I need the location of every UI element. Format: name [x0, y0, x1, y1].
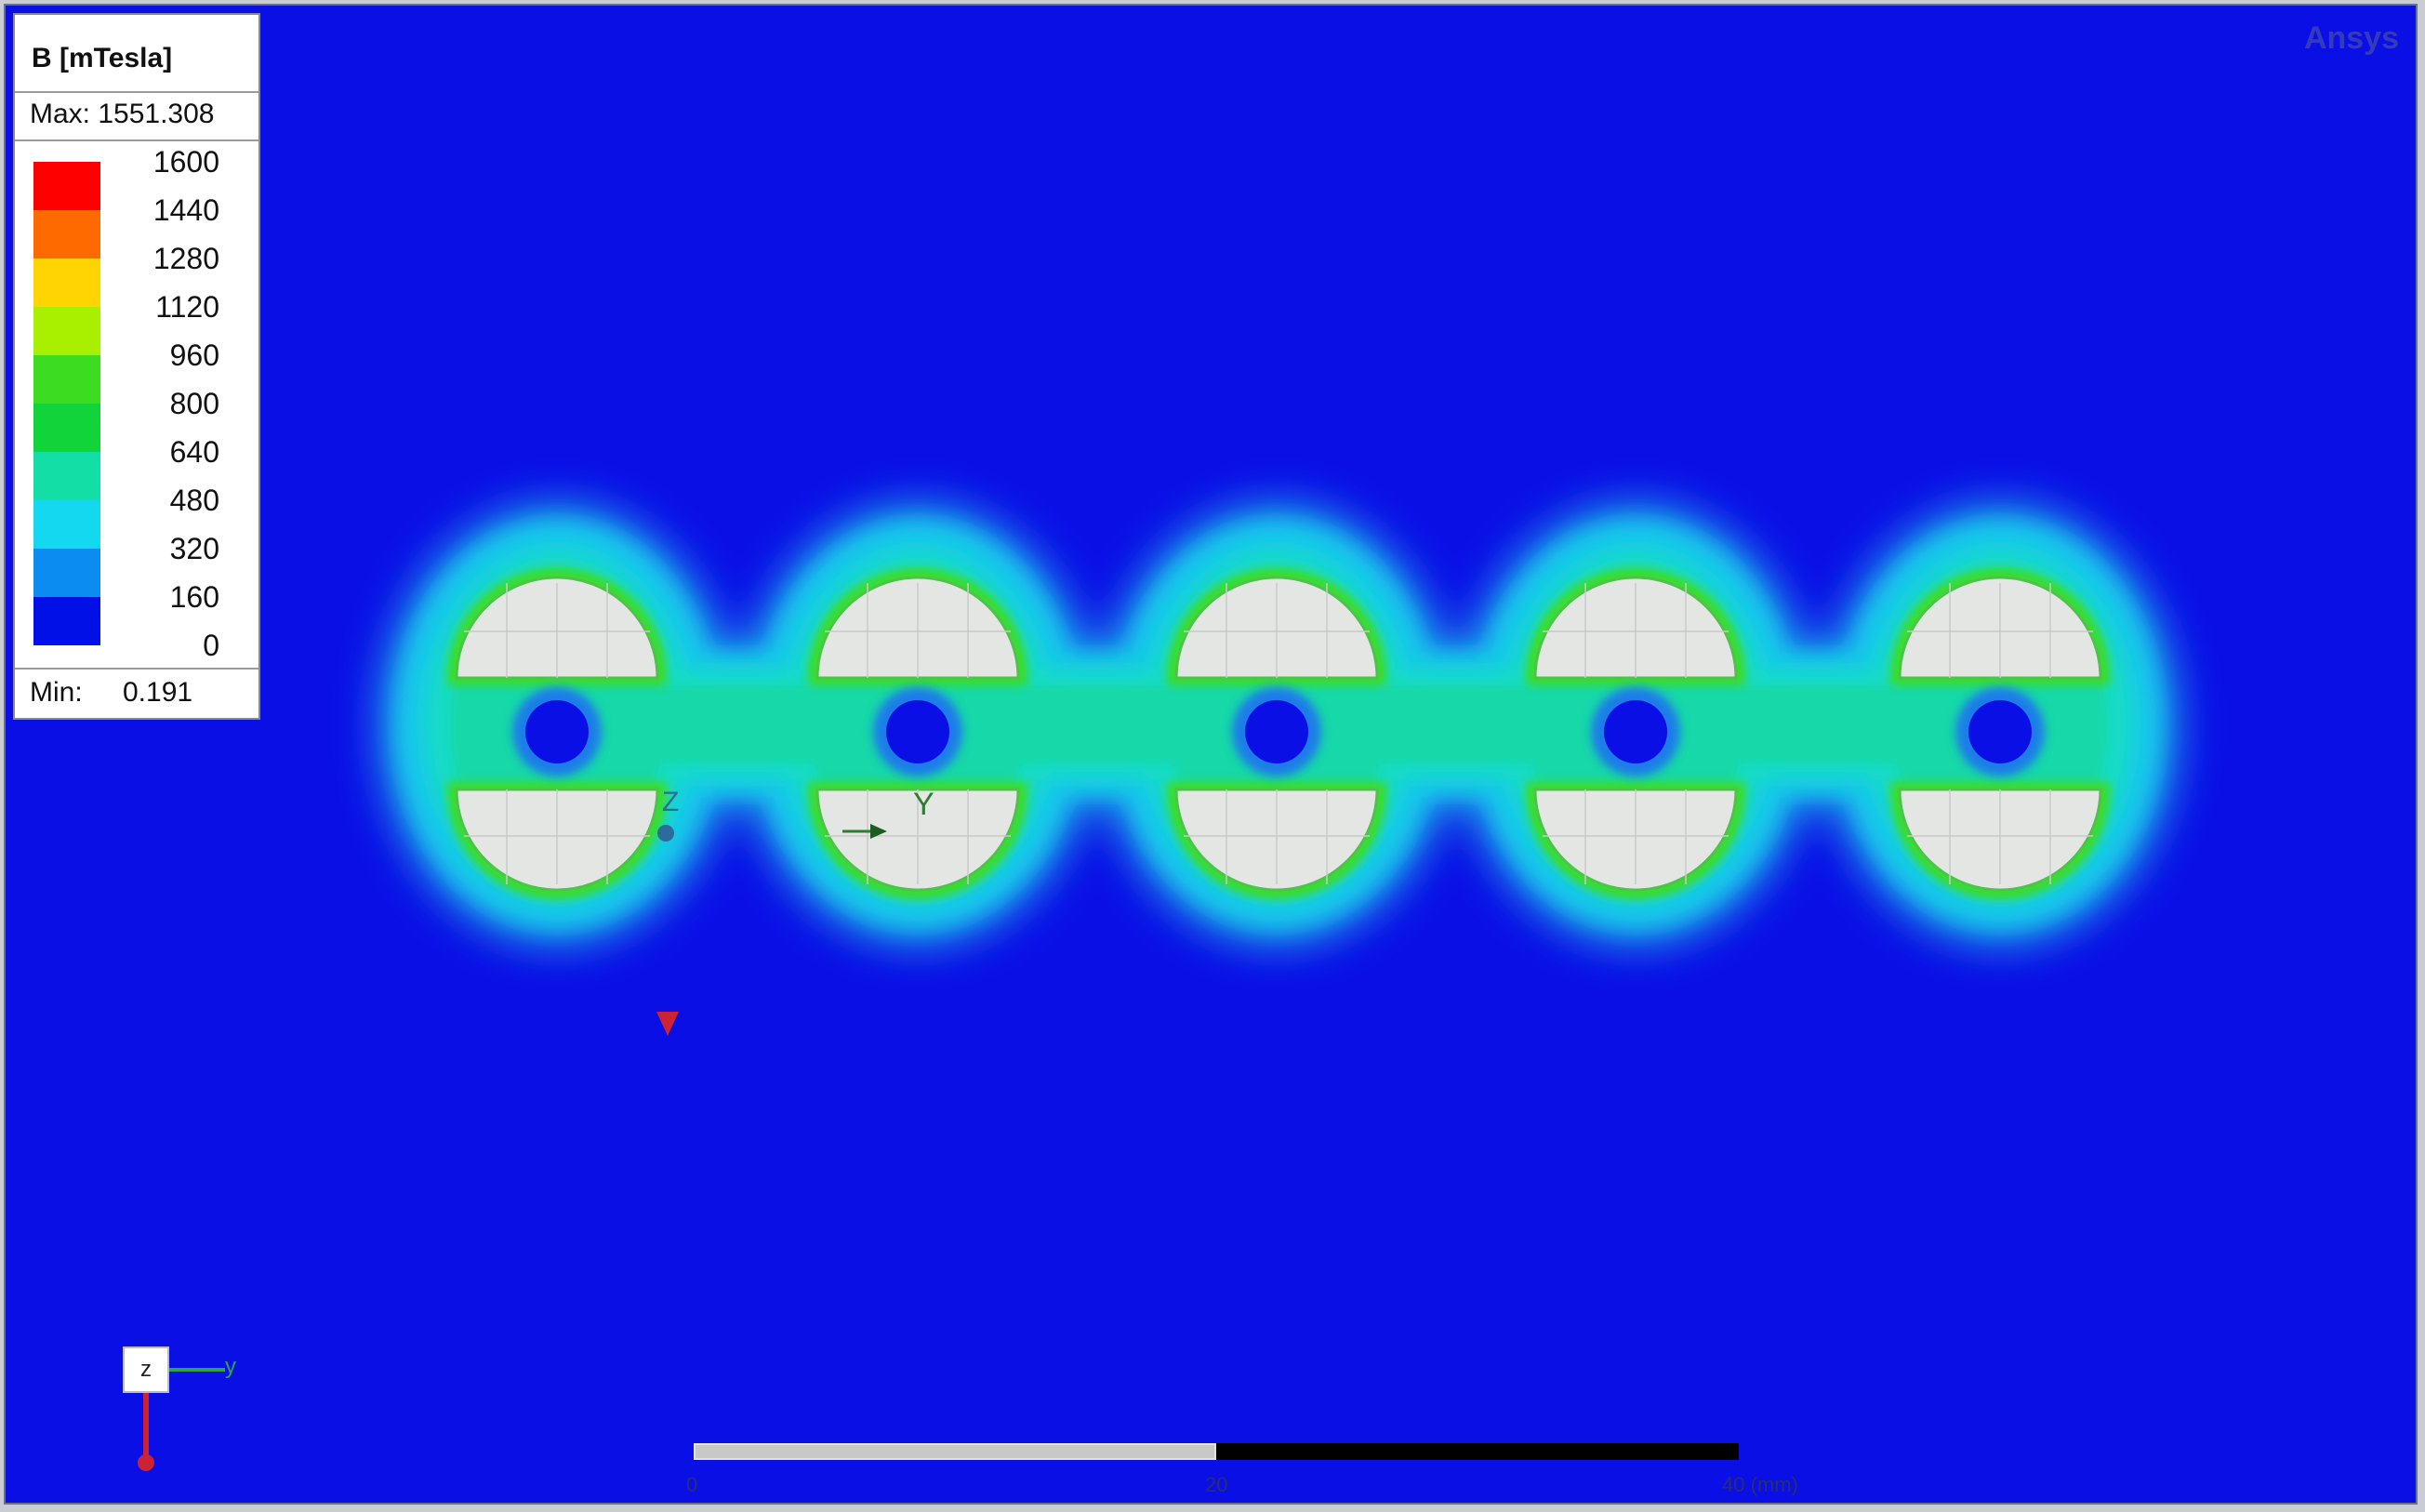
legend-swatch: [33, 162, 100, 210]
legend-tick-label: 1600: [152, 145, 219, 179]
legend-swatch: [33, 307, 100, 355]
z-axis-cube: z: [123, 1346, 169, 1393]
legend-swatch: [33, 404, 100, 452]
pole-center-hole: [525, 700, 589, 763]
legend-divider: [15, 139, 258, 141]
y-axis-arrow: [169, 1368, 225, 1372]
x-axis-arrow: [143, 1393, 149, 1458]
y-axis-label: y: [225, 1354, 236, 1379]
legend-tick-label: 480: [169, 484, 219, 517]
legend-swatch: [33, 597, 100, 645]
model-axis-y-label: Y: [913, 787, 934, 822]
legend-title: B [mTesla]: [32, 43, 173, 73]
pole-center-hole: [1604, 700, 1667, 763]
legend-divider: [15, 91, 258, 93]
legend-color-scale: [33, 162, 100, 645]
field-plot: [376, 501, 2181, 1036]
scale-bar-segment: [694, 1443, 1216, 1460]
model-axis-z-label: Z: [662, 787, 680, 817]
scale-label-40: 40 (mm): [1722, 1473, 1798, 1496]
legend-tick-label: 640: [169, 435, 219, 469]
scale-bar: [694, 1443, 1739, 1460]
legend-swatch: [33, 452, 100, 500]
ansys-logo: Ansys: [2303, 20, 2399, 56]
legend-tick-label: 800: [169, 387, 219, 420]
legend-min-label: Min:: [30, 677, 83, 708]
legend-swatch: [33, 549, 100, 597]
x-axis-tip: [138, 1454, 154, 1471]
legend-swatch: [33, 355, 100, 404]
color-legend[interactable]: B [mTesla] Max: 1551.308 1600 1440 1280 112…: [13, 13, 260, 720]
legend-swatch: [33, 259, 100, 307]
legend-swatch: [33, 500, 100, 549]
scale-bar-segment: [1216, 1443, 1739, 1460]
legend-tick-label: 960: [169, 338, 219, 372]
scale-label-0: 0: [686, 1473, 698, 1496]
orientation-triad[interactable]: y z: [95, 1333, 281, 1482]
legend-tick-label: 320: [169, 532, 219, 565]
legend-divider: [15, 668, 258, 670]
scale-label-20: 20: [1205, 1473, 1228, 1496]
origin-marker: [656, 1012, 679, 1036]
legend-tick-label: 1440: [152, 193, 219, 227]
3d-viewport[interactable]: Ansys B [mTesla] Max: 1551.308 1600 1440 1…: [4, 4, 2418, 1505]
legend-swatch: [33, 210, 100, 259]
legend-min-value: 0.191: [123, 677, 193, 708]
legend-tick-label: 1280: [152, 242, 219, 275]
legend-max: Max: 1551.308: [30, 99, 215, 129]
legend-tick-label: 160: [169, 580, 219, 614]
pole-center-hole: [886, 700, 949, 763]
legend-tick-label: 0: [203, 629, 219, 662]
legend-tick-label: 1120: [155, 290, 219, 324]
pole-center-hole: [1245, 700, 1308, 763]
pole-center-hole: [1968, 700, 2032, 763]
